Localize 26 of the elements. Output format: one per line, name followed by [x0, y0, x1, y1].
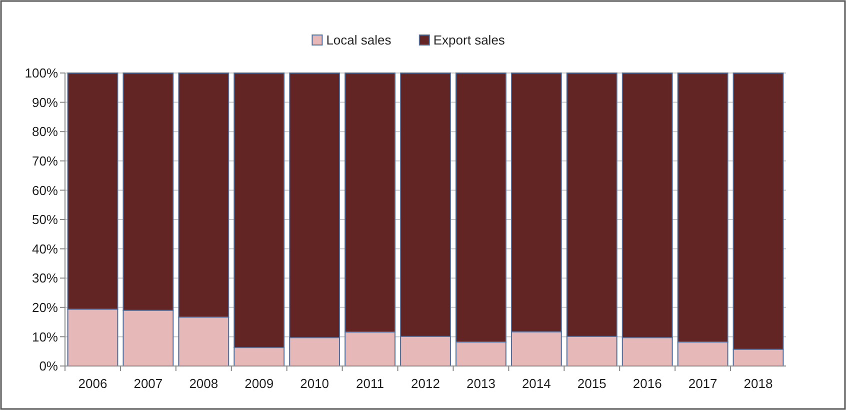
x-tick-label: 2016: [632, 376, 662, 391]
x-tick-label: 2009: [244, 376, 274, 391]
x-tick-label: 2010: [300, 376, 330, 391]
y-tick-label: 30%: [32, 270, 58, 286]
x-tick-label: 2006: [78, 376, 108, 391]
y-tick-label: 100%: [24, 66, 58, 81]
y-tick-label: 10%: [32, 329, 58, 344]
x-tick-label: 2014: [522, 376, 551, 391]
x-tick-label: 2012: [411, 376, 440, 391]
y-tick-label: 20%: [32, 300, 58, 315]
legend-label: Local sales: [326, 32, 392, 48]
y-tick-label: 70%: [32, 153, 58, 168]
y-tick-label: 50%: [32, 212, 58, 228]
y-tick-label: 40%: [32, 241, 58, 256]
x-tick-label: 2008: [189, 376, 218, 391]
y-tick-label: 60%: [32, 182, 58, 198]
x-tick-label: 2017: [688, 376, 718, 391]
y-tick-label: 90%: [32, 94, 58, 110]
y-tick-label: 80%: [32, 124, 58, 140]
y-tick-label: 0%: [39, 358, 58, 374]
legend-label: Export sales: [433, 32, 506, 48]
x-tick-label: 2018: [744, 376, 773, 391]
x-tick-label: 2013: [466, 376, 496, 391]
x-tick-label: 2011: [356, 376, 384, 391]
x-tick-label: 2007: [134, 376, 163, 391]
x-tick-label: 2015: [577, 376, 606, 391]
